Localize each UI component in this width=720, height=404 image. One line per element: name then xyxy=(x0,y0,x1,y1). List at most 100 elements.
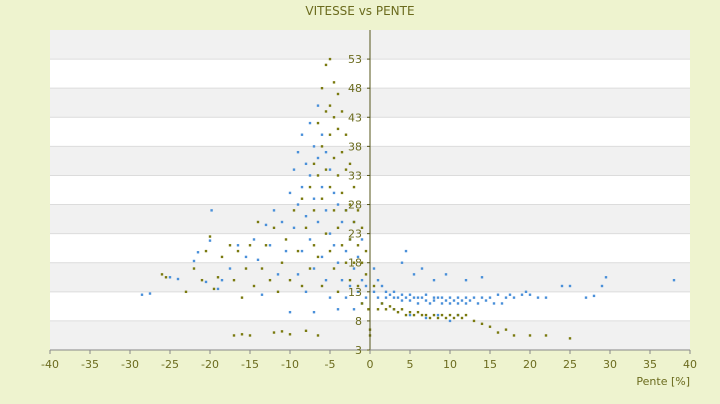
x-tick-label: -10 xyxy=(281,358,299,371)
data-point xyxy=(520,293,524,296)
data-point xyxy=(312,162,316,166)
data-point xyxy=(364,273,368,276)
data-point xyxy=(444,273,448,276)
data-point xyxy=(300,284,304,288)
data-point xyxy=(340,278,344,282)
data-point xyxy=(384,296,388,299)
data-point xyxy=(480,322,484,326)
data-point xyxy=(284,249,288,253)
data-point xyxy=(280,220,284,224)
data-point xyxy=(428,316,432,320)
data-point xyxy=(244,255,248,259)
data-point xyxy=(212,287,216,291)
data-point xyxy=(432,296,436,299)
data-point xyxy=(236,244,240,247)
data-point xyxy=(316,334,320,337)
data-point xyxy=(324,110,328,113)
data-point xyxy=(344,296,348,299)
data-point xyxy=(672,278,676,282)
data-point xyxy=(332,116,336,119)
data-point xyxy=(324,278,328,282)
data-point xyxy=(336,226,340,230)
data-point xyxy=(408,299,412,302)
data-point xyxy=(192,259,196,263)
data-point xyxy=(400,299,404,302)
data-point xyxy=(424,299,428,302)
data-point xyxy=(252,284,256,288)
data-point xyxy=(500,302,504,305)
data-point xyxy=(292,209,296,212)
data-point xyxy=(332,156,336,160)
data-point xyxy=(412,273,416,276)
data-point xyxy=(504,328,508,331)
data-point xyxy=(312,244,316,247)
y-tick-label: 48 xyxy=(348,82,362,95)
data-point xyxy=(328,133,332,136)
data-point xyxy=(300,133,304,136)
data-point xyxy=(204,280,208,284)
data-point xyxy=(320,284,324,288)
data-point xyxy=(256,258,260,262)
data-point xyxy=(340,220,344,224)
data-point xyxy=(288,191,292,195)
data-point xyxy=(292,226,296,230)
data-point xyxy=(480,276,484,279)
data-point xyxy=(336,127,340,131)
data-point xyxy=(324,168,328,171)
data-point xyxy=(420,313,424,317)
data-point xyxy=(424,293,428,296)
data-point xyxy=(232,334,236,337)
data-point xyxy=(312,310,316,314)
data-point xyxy=(436,316,440,320)
data-point xyxy=(528,334,532,337)
data-point xyxy=(200,278,204,282)
x-tick-label: 15 xyxy=(483,358,497,371)
data-point xyxy=(372,267,376,270)
data-point xyxy=(260,267,264,270)
data-point xyxy=(240,333,244,336)
x-tick-label: -35 xyxy=(81,358,99,371)
data-point xyxy=(536,296,540,299)
data-point xyxy=(496,331,500,334)
data-point xyxy=(140,293,144,296)
data-point xyxy=(460,316,464,320)
data-point xyxy=(344,133,348,136)
data-point xyxy=(176,277,180,281)
data-point xyxy=(392,296,396,299)
data-point xyxy=(404,313,408,317)
data-point xyxy=(184,290,188,294)
data-point xyxy=(328,57,332,61)
data-point xyxy=(604,276,608,279)
data-point xyxy=(332,244,336,247)
data-point xyxy=(240,296,244,299)
data-point xyxy=(356,284,360,288)
data-point xyxy=(448,302,452,305)
data-point xyxy=(568,284,572,288)
data-point xyxy=(332,81,336,84)
data-point xyxy=(324,63,328,67)
data-point xyxy=(264,244,268,247)
data-point xyxy=(208,235,212,238)
data-point xyxy=(364,249,368,253)
x-tick-label: 40 xyxy=(683,358,697,371)
data-point xyxy=(456,302,460,305)
data-point xyxy=(160,273,164,276)
y-tick-label: 18 xyxy=(348,257,362,270)
data-point xyxy=(320,145,324,148)
data-point xyxy=(252,238,256,241)
data-point xyxy=(248,334,252,337)
data-point xyxy=(268,278,272,282)
data-point xyxy=(412,296,416,299)
data-point xyxy=(312,209,316,212)
data-point xyxy=(364,284,368,288)
data-point xyxy=(504,296,508,299)
data-point xyxy=(472,296,476,299)
data-point xyxy=(416,296,420,299)
data-point xyxy=(376,296,380,299)
data-point xyxy=(308,238,312,241)
data-point xyxy=(320,133,324,136)
data-point xyxy=(300,249,304,253)
x-tick-label: 10 xyxy=(443,358,457,371)
data-point xyxy=(304,214,308,218)
data-point xyxy=(328,296,332,299)
